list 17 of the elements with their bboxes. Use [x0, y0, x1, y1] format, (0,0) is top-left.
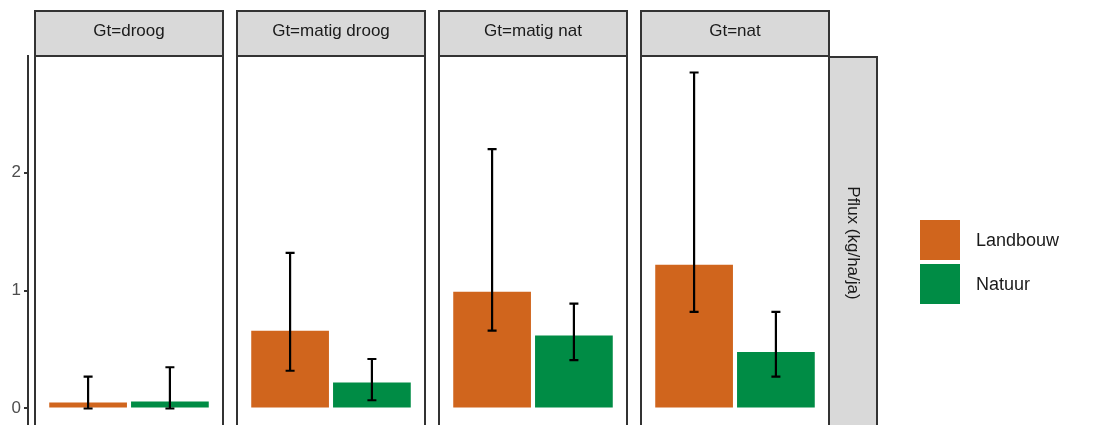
x-tick-label: Gt=matig nat	[484, 21, 583, 41]
bar	[655, 264, 733, 408]
x-tick-label: Gt=droog	[93, 21, 165, 41]
legend-label: Landbouw	[976, 229, 1060, 251]
label-strip: Pflux (kg/ha/ja)	[830, 56, 878, 425]
y-tick-label: 2	[11, 162, 21, 182]
x-tick-label: Gt=matig droog	[272, 21, 390, 41]
y-tick-label: 0	[11, 398, 21, 418]
bar	[535, 335, 613, 408]
x-tick-label: Gt=nat	[709, 21, 762, 41]
y-tick-label: 1	[11, 280, 21, 300]
bar	[251, 330, 329, 408]
bar	[737, 351, 815, 408]
bar	[453, 291, 531, 408]
legend-label: Natuur	[976, 273, 1031, 295]
bar	[333, 382, 411, 408]
bar	[131, 401, 209, 408]
